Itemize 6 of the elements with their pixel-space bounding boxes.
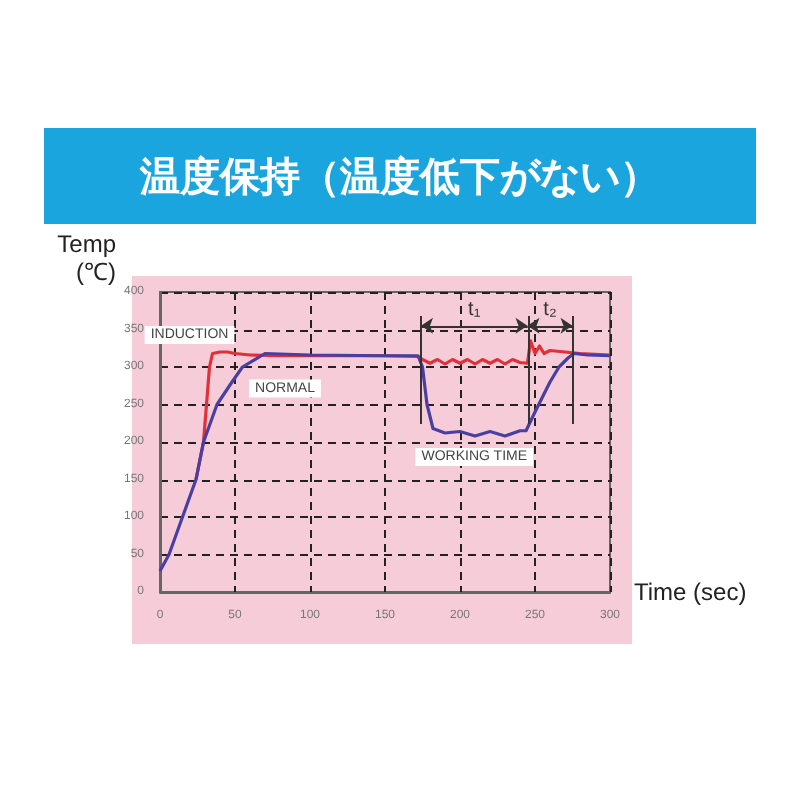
annotation: t₂ bbox=[543, 299, 557, 321]
x-axis-title: Time (sec) bbox=[634, 578, 747, 606]
chart-title: 温度保持（温度低下がない） bbox=[138, 152, 660, 200]
line-series bbox=[158, 351, 612, 573]
annotation: t₁ bbox=[468, 299, 482, 321]
y-axis-title: Temp (℃) bbox=[57, 230, 117, 287]
